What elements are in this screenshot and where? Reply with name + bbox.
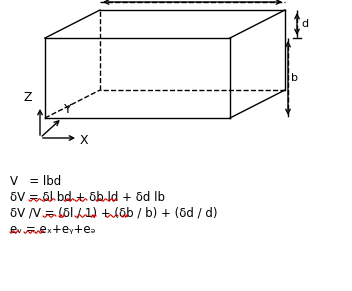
Text: Y: Y: [64, 103, 71, 116]
Text: δV /V = (δl / 1) + (δb / b) + (δd / d): δV /V = (δl / 1) + (δb / b) + (δd / d): [10, 207, 218, 220]
Text: X: X: [80, 134, 89, 146]
Text: V   = lbd: V = lbd: [10, 175, 61, 188]
Text: b: b: [291, 73, 298, 83]
Text: d: d: [301, 19, 308, 29]
Text: δV = δl bd + δb ld + δd lb: δV = δl bd + δb ld + δd lb: [10, 191, 165, 204]
Text: Z: Z: [24, 91, 32, 104]
Text: eᵥ = eₓ+eᵧ+eₔ: eᵥ = eₓ+eᵧ+eₔ: [10, 223, 96, 236]
